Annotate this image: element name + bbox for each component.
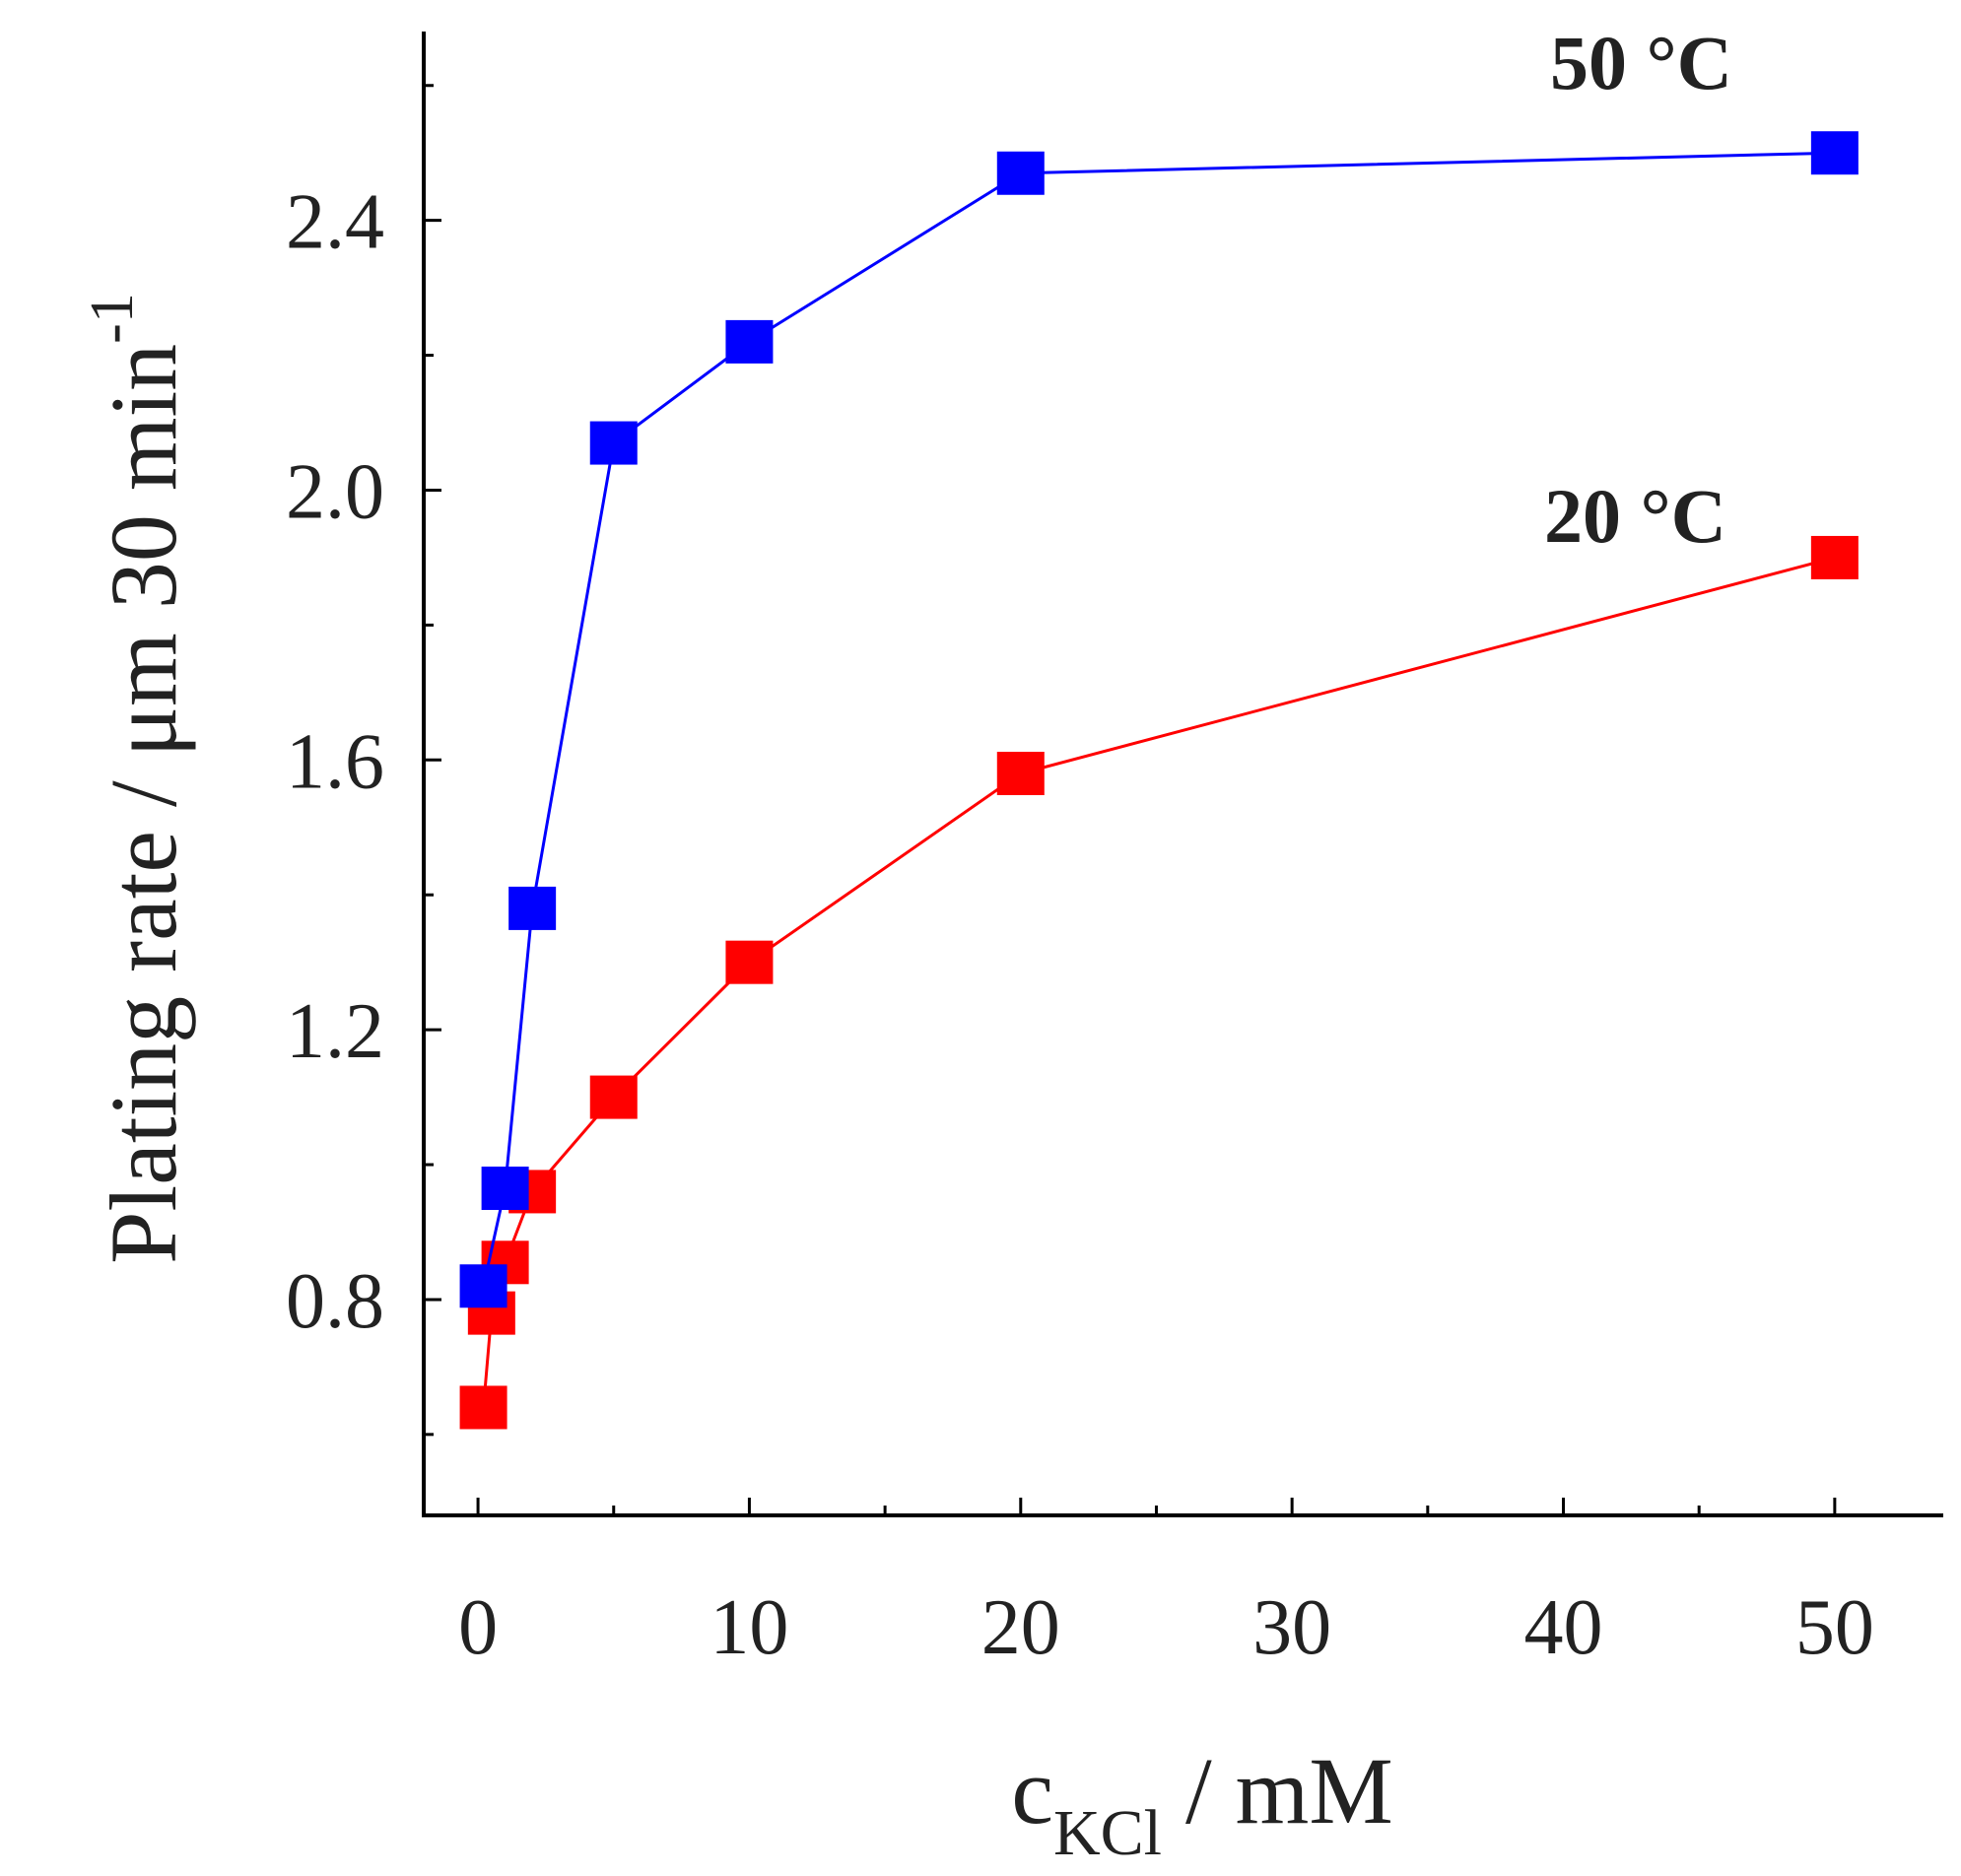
data-point-marker	[459, 1385, 507, 1430]
y-tick-label: 2.4	[286, 179, 384, 266]
data-point-marker	[996, 752, 1045, 795]
x-tick-label: 0	[458, 1584, 498, 1671]
labels: 0.8 1.2 1.6 2.0 2.4 0 10 20 30 40 50 20 °C 50 °C cKCl…	[79, 20, 1874, 1869]
data-point-marker	[1810, 131, 1859, 175]
ticks	[424, 84, 1837, 1515]
series-label: 20 °C	[1544, 473, 1726, 559]
series-label: 50 °C	[1550, 20, 1732, 105]
data-point-marker	[459, 1264, 507, 1308]
data-point-marker	[725, 319, 774, 364]
x-tick-label: 10	[710, 1584, 788, 1671]
series-line	[482, 556, 1836, 1408]
series-2	[459, 131, 1859, 1308]
x-axis-title: cKCl / mM	[1011, 1738, 1392, 1869]
x-tick-label: 50	[1795, 1584, 1874, 1671]
data-point-marker	[725, 940, 774, 984]
series-line	[482, 151, 1835, 1287]
series-1	[459, 535, 1859, 1430]
data-point-marker	[508, 886, 557, 930]
data-point-marker	[589, 1075, 638, 1119]
y-tick-label: 0.8	[286, 1258, 384, 1345]
data-point-marker	[996, 151, 1045, 195]
axes	[422, 32, 1943, 1517]
y-axis-title: Plating rate / μm 30 min-1	[79, 293, 196, 1264]
x-tick-label: 40	[1524, 1584, 1603, 1671]
y-tick-label: 2.0	[286, 448, 384, 535]
data-point-marker	[1810, 535, 1859, 579]
data-point-marker	[589, 421, 638, 465]
x-tick-label: 20	[981, 1584, 1060, 1671]
y-tick-label: 1.6	[286, 718, 384, 805]
y-tick-label: 1.2	[286, 988, 384, 1075]
x-tick-label: 30	[1252, 1584, 1331, 1671]
series	[459, 131, 1859, 1430]
data-point-marker	[481, 1166, 529, 1210]
